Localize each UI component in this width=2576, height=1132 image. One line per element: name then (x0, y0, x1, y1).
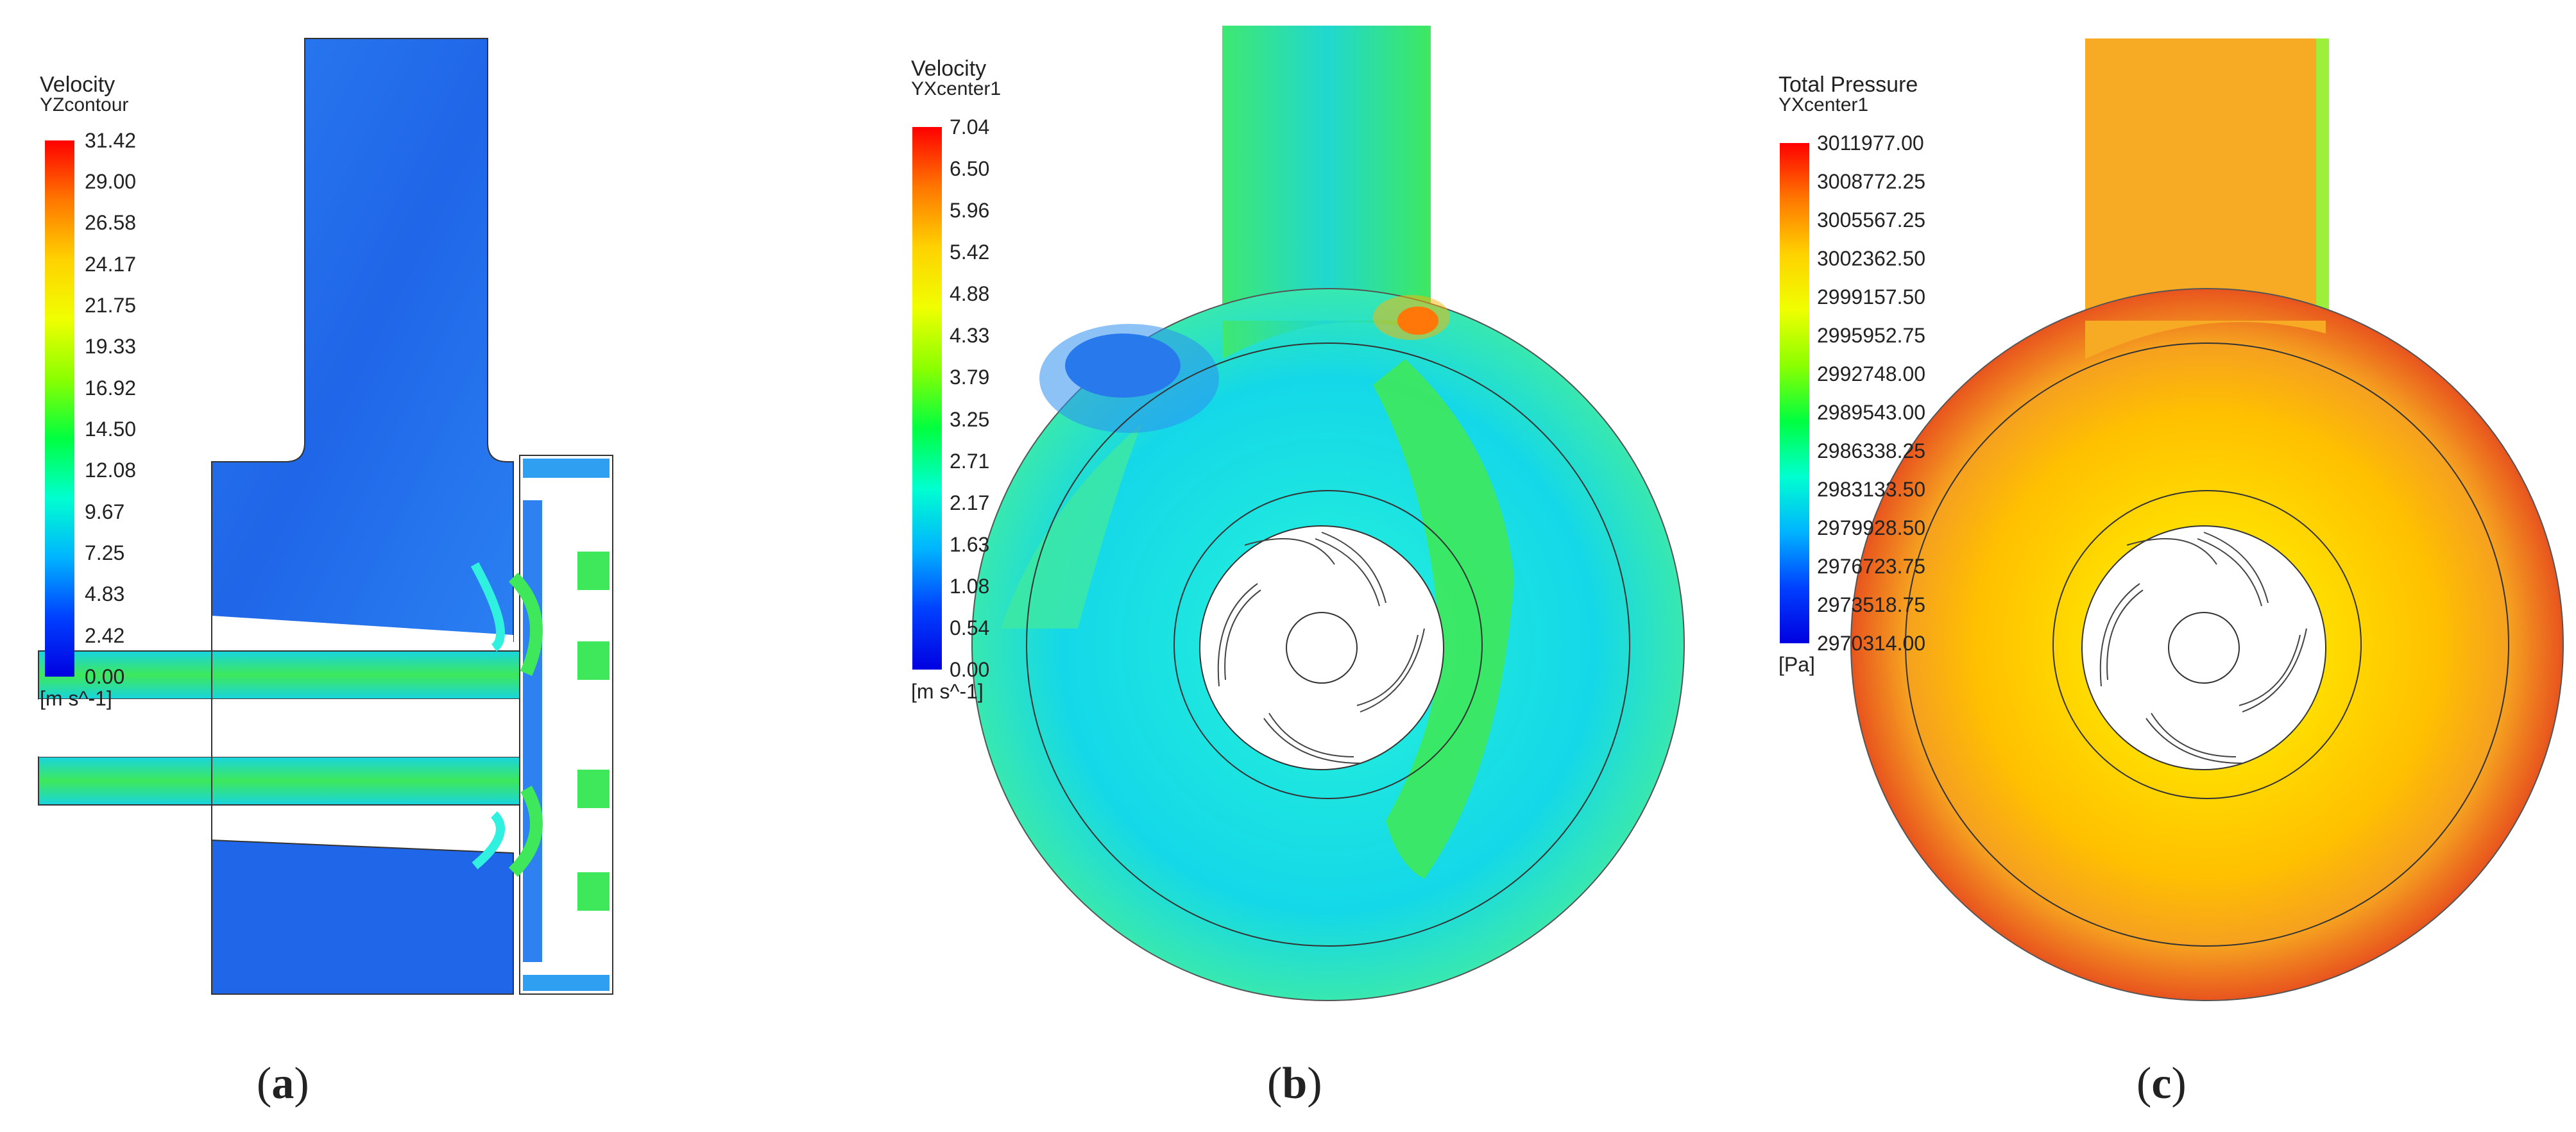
contour-plot-velocity (971, 26, 1685, 1001)
tick-label: 0.00 (85, 665, 125, 688)
caption-b: (b) (1267, 1059, 1322, 1108)
tick-label: 2.42 (85, 624, 125, 647)
colorbar-legend: Velocity YZcontour 31.42 29.00 26.58 24.… (40, 74, 219, 709)
tick-label: 2995952.75 (1817, 324, 1926, 347)
contour-plot-pressure (1850, 38, 2564, 1001)
tick-label: 2970314.00 (1817, 632, 1926, 655)
impeller-ring (2052, 490, 2362, 799)
colorbar (912, 127, 942, 670)
tick-label: 1.63 (950, 533, 990, 556)
tick-label: 6.50 (950, 157, 990, 180)
legend-title: Total Pressure (1778, 72, 1918, 97)
tick-label: 5.42 (950, 241, 990, 264)
caption-c: (c) (2137, 1059, 2187, 1108)
tick-label: 2983133.50 (1817, 478, 1926, 501)
legend-subtitle: YXcenter1 (1778, 94, 1869, 115)
tick-label: 19.33 (85, 335, 137, 358)
shaft-band-lower (38, 756, 527, 806)
lower-duct (211, 839, 514, 995)
tick-label: 4.88 (950, 282, 990, 305)
caption-letter: c (2151, 1059, 2172, 1108)
impeller-ring (1173, 490, 1483, 799)
colorbar-legend: Velocity YXcenter1 7.04 6.50 5.96 5.42 4… (911, 56, 1071, 702)
legend-unit: [m s^-1] (911, 680, 984, 703)
outlet-neck (1222, 26, 1431, 321)
tick-label: 26.58 (85, 211, 137, 234)
tick-label: 29.00 (85, 170, 137, 193)
legend-unit: [m s^-1] (40, 687, 112, 710)
colorbar-legend: Total Pressure YXcenter1 3011977.00 3008… (1778, 72, 2009, 675)
tick-label: 2999157.50 (1817, 285, 1926, 308)
tick-label: 2992748.00 (1817, 362, 1926, 385)
tick-label: 1.08 (950, 575, 990, 598)
legend-subtitle: YZcontour (40, 94, 129, 115)
panel-c: Total Pressure YXcenter1 3011977.00 3008… (1752, 0, 2576, 1132)
tick-label: 14.50 (85, 418, 137, 441)
caption-letter: a (271, 1059, 294, 1108)
colorbar (45, 140, 74, 677)
impeller (2081, 525, 2326, 770)
tick-label: 3.25 (950, 408, 990, 431)
tick-label: 5.96 (950, 199, 990, 222)
tick-label: 7.04 (950, 115, 990, 139)
tick-label: 3005567.25 (1817, 208, 1926, 232)
tick-label: 4.83 (85, 582, 125, 605)
legend-unit: [Pa] (1778, 653, 1815, 676)
tick-label: 2.71 (950, 450, 990, 473)
tick-label: 2973518.75 (1817, 593, 1926, 616)
tick-label: 9.67 (85, 500, 125, 523)
tick-label: 3002362.50 (1817, 247, 1926, 270)
caption-letter: b (1282, 1059, 1308, 1108)
panel-a: Velocity YZcontour 31.42 29.00 26.58 24.… (0, 0, 706, 1132)
tick-label: 12.08 (85, 459, 137, 482)
tick-label: 21.75 (85, 294, 137, 317)
tick-label: 2979928.50 (1817, 516, 1926, 539)
tick-label: 2976723.75 (1817, 555, 1926, 578)
tick-label: 2986338.25 (1817, 439, 1926, 462)
tick-label: 4.33 (950, 324, 990, 347)
panel-b: Velocity YXcenter1 7.04 6.50 5.96 5.42 4… (873, 0, 1726, 1132)
legend-subtitle: YXcenter1 (911, 78, 1002, 99)
tick-label: 3.79 (950, 366, 990, 389)
tick-label: 2.17 (950, 491, 990, 514)
tick-label: 0.54 (950, 616, 990, 639)
legend-title: Velocity (40, 72, 115, 97)
tick-label: 16.92 (85, 376, 137, 400)
outlet-neck (2085, 38, 2326, 334)
tick-label: 3011977.00 (1817, 131, 1924, 155)
tick-label: 2989543.00 (1817, 401, 1926, 424)
legend-title: Velocity (911, 56, 987, 81)
tick-label: 24.17 (85, 253, 137, 276)
impeller (1199, 525, 1444, 770)
upper-duct (211, 38, 514, 642)
tick-label: 31.42 (85, 129, 137, 152)
colorbar (1780, 143, 1809, 643)
shaft-band-upper (38, 650, 527, 700)
tick-label: 0.00 (950, 658, 990, 681)
caption-a: (a) (257, 1059, 309, 1108)
contour-plot-yz (38, 38, 613, 995)
tick-label: 3008772.25 (1817, 170, 1926, 193)
tick-label: 7.25 (85, 541, 125, 564)
